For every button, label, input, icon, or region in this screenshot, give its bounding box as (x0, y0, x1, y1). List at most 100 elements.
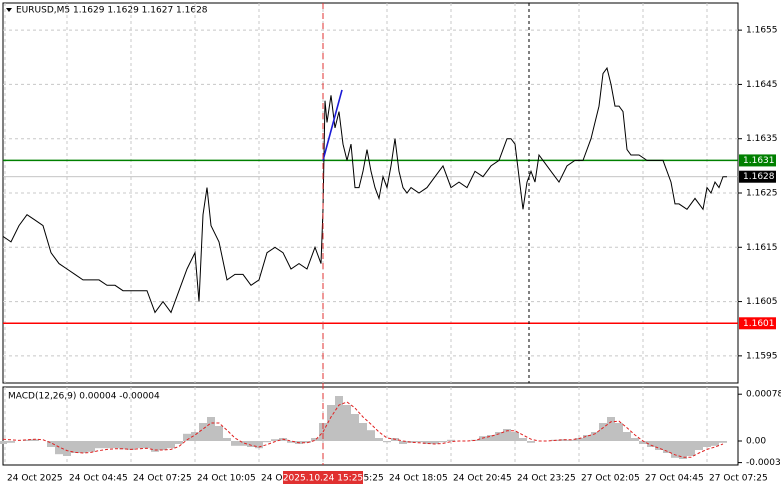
histogram-bar (23, 439, 31, 441)
histogram-bar (95, 441, 103, 449)
histogram-bar (647, 441, 655, 447)
level-label-box (739, 154, 776, 167)
histogram-bar (583, 435, 591, 441)
y-tick-label: 1.1635 (746, 134, 778, 144)
histogram-bar (263, 441, 271, 443)
histogram-bar (79, 441, 87, 453)
histogram-bar (423, 441, 431, 444)
y-tick-label: 0.00 (746, 437, 766, 447)
y-tick-label: 1.1645 (746, 80, 778, 90)
x-tick-label: 27 Oct 02:05 (581, 474, 640, 484)
histogram-bar (431, 441, 439, 444)
histogram-bar (255, 441, 263, 449)
histogram-bar (719, 441, 727, 443)
crosshair-label-box (283, 471, 363, 484)
histogram-bar (687, 441, 695, 456)
x-tick-label: 27 Oct 07:25 (709, 474, 768, 484)
histogram-bar (175, 441, 183, 444)
level-label-box (739, 170, 776, 183)
histogram-bar (63, 441, 71, 456)
histogram-bar (639, 441, 647, 444)
x-tick-label: 24 Oct 20:45 (453, 474, 512, 484)
histogram-bar (167, 441, 175, 449)
histogram-bar (111, 441, 119, 449)
histogram-bar (135, 441, 143, 449)
x-tick-label: 24 Oct 23:25 (517, 474, 576, 484)
x-tick-label: 24 Oct 04:45 (69, 474, 128, 484)
histogram-bar (47, 441, 55, 447)
histogram-bar (359, 423, 367, 441)
y-tick-label: 1.1625 (746, 189, 778, 199)
price-title: EURUSD,M5 1.1629 1.1629 1.1627 1.1628 (16, 6, 208, 16)
histogram-bar (319, 423, 327, 441)
histogram-bar (383, 441, 391, 443)
histogram-bar (7, 441, 15, 443)
histogram-bar (71, 441, 79, 453)
histogram-bar (87, 441, 95, 452)
histogram-bar (375, 438, 383, 441)
histogram-bar (591, 432, 599, 441)
level-label: 1.1631 (743, 156, 775, 166)
histogram-bar (351, 414, 359, 441)
y-tick-label: 1.1595 (746, 351, 778, 361)
histogram-bar (287, 441, 295, 443)
histogram-bar (415, 441, 423, 443)
x-tick-label: 24 Oct 07:25 (133, 474, 192, 484)
level-label: 1.1628 (743, 172, 775, 182)
histogram-bar (527, 441, 535, 443)
histogram-bar (31, 439, 39, 441)
histogram-bar (703, 441, 711, 447)
y-tick-label: 1.1605 (746, 297, 778, 307)
histogram-bar (599, 423, 607, 441)
histogram-bar (671, 441, 679, 458)
histogram-bar (575, 438, 583, 441)
y-tick-label: 1.1615 (746, 243, 778, 253)
histogram-bar (663, 441, 671, 453)
histogram-bar (143, 441, 151, 449)
histogram-bar (679, 441, 687, 459)
histogram-bar (559, 439, 567, 441)
histogram-bar (367, 430, 375, 441)
histogram-bar (335, 396, 343, 441)
histogram-bar (207, 417, 215, 441)
histogram-bar (159, 441, 167, 450)
level-label: 1.1601 (743, 319, 775, 329)
histogram-bar (655, 441, 663, 450)
histogram-bar (103, 441, 111, 449)
histogram-bar (327, 405, 335, 441)
histogram-bar (215, 426, 223, 441)
y-tick-label: 0.00078 (746, 390, 781, 400)
histogram-bar (247, 441, 255, 447)
histogram-bar (127, 441, 135, 450)
y-tick-label: 1.1655 (746, 26, 778, 36)
price-line (322, 89, 343, 161)
macd-title: MACD(12,26,9) 0.00004 -0.00004 (8, 392, 160, 402)
histogram-bar (343, 405, 351, 441)
crosshair-label: 2025.10.24 15:25 (283, 474, 363, 484)
menu-arrow[interactable] (6, 8, 12, 12)
histogram-bar (519, 438, 527, 441)
histogram-bar (495, 432, 503, 441)
histogram-bar (511, 432, 519, 441)
macd-panel-frame (2, 386, 739, 466)
histogram-bar (407, 441, 415, 443)
histogram-bar (183, 433, 191, 441)
histogram-bar (239, 441, 247, 446)
histogram-bar (487, 435, 495, 441)
histogram-bar (231, 441, 239, 446)
histogram-bar (695, 441, 703, 450)
x-tick-label: 24 Oct 2025 (7, 474, 63, 484)
histogram-bar (711, 441, 719, 446)
histogram-bar (623, 432, 631, 441)
histogram-bar (607, 417, 615, 441)
x-tick-label: 24 Oct 18:05 (389, 474, 448, 484)
x-tick-label: 24 Oct 10:05 (197, 474, 256, 484)
level-label-box (739, 317, 776, 330)
histogram-bar (311, 438, 319, 441)
histogram-bar (191, 432, 199, 441)
histogram-bar (567, 439, 575, 441)
histogram-bar (479, 436, 487, 441)
histogram-bar (151, 441, 159, 452)
